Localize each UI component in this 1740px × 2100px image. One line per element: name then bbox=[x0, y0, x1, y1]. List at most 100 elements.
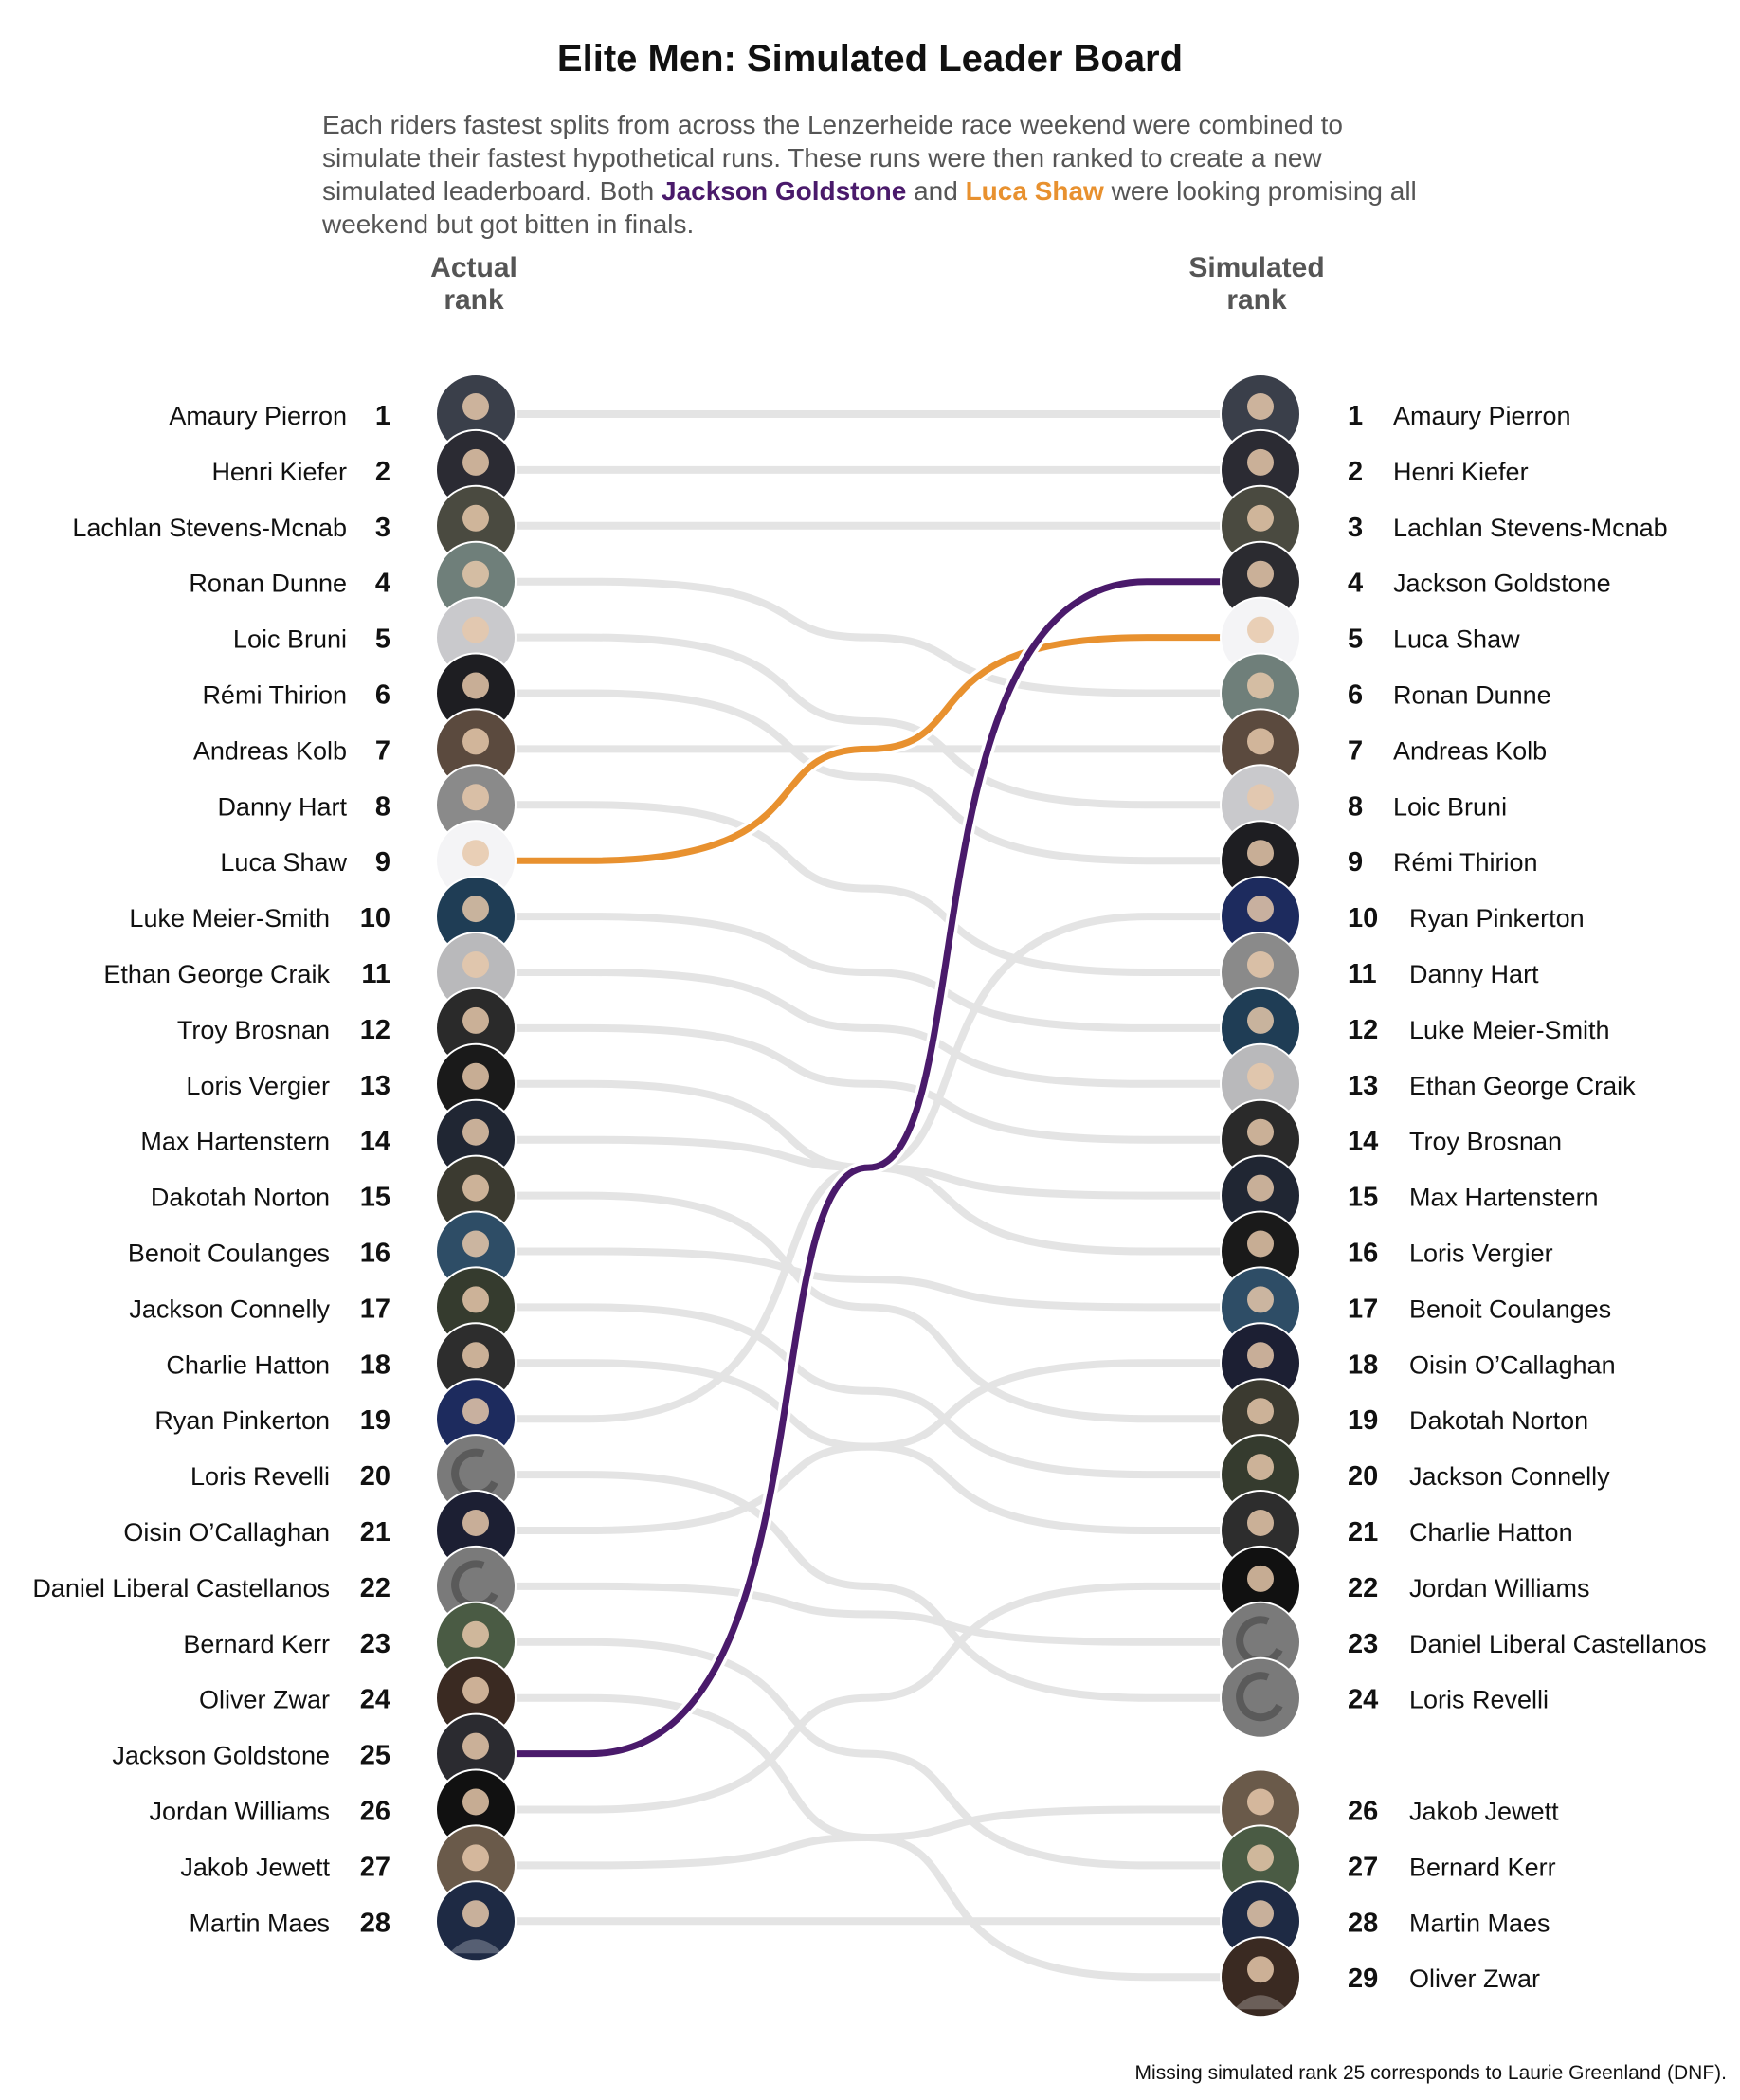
right-name-ronan-dunne: Ronan Dunne bbox=[1393, 681, 1551, 710]
left-name-max-hartenstern: Max Hartenstern bbox=[140, 1128, 330, 1156]
avatar-circle bbox=[1220, 1656, 1301, 1739]
subtitle-text-2: and bbox=[906, 176, 966, 206]
avatar-face-icon bbox=[1247, 1174, 1274, 1202]
left-rank-9: 9 bbox=[375, 847, 390, 878]
left-name-martin-maes: Martin Maes bbox=[189, 1909, 330, 1937]
connector-jackson-connelly bbox=[472, 1303, 1264, 1479]
right-rank-19: 19 bbox=[1348, 1405, 1378, 1436]
connector-luca-shaw bbox=[472, 634, 1264, 864]
left-rank-27: 27 bbox=[360, 1852, 390, 1882]
right-avatar-loris-revelli bbox=[1220, 1656, 1301, 1739]
avatar-face-icon bbox=[462, 1732, 489, 1760]
right-name-luke-meier-smith: Luke Meier-Smith bbox=[1409, 1016, 1610, 1044]
left-name-jordan-williams: Jordan Williams bbox=[149, 1798, 330, 1826]
avatar-face-icon bbox=[1247, 1006, 1274, 1034]
left-name-jackson-connelly: Jackson Connelly bbox=[129, 1294, 330, 1323]
left-name-troy-brosnan: Troy Brosnan bbox=[177, 1016, 330, 1044]
avatar-face-icon bbox=[462, 728, 489, 755]
right-rank-23: 23 bbox=[1348, 1629, 1378, 1659]
avatar-face-icon bbox=[1247, 784, 1274, 811]
right-rank-9: 9 bbox=[1348, 847, 1363, 878]
left-name-lachlan-stevens-mcnab: Lachlan Stevens-Mcnab bbox=[72, 514, 347, 542]
left-rank-2: 2 bbox=[375, 457, 390, 487]
right-rank-27: 27 bbox=[1348, 1852, 1378, 1882]
right-name-loris-vergier: Loris Vergier bbox=[1409, 1240, 1553, 1268]
right-name-andreas-kolb: Andreas Kolb bbox=[1393, 736, 1547, 765]
rider-labels: 1 Amaury Pierron 2 Henri Kiefer 3 Lachlan Ste… bbox=[32, 401, 1706, 1994]
left-rank-21: 21 bbox=[360, 1517, 390, 1548]
chart-title: Elite Men: Simulated Leader Board bbox=[556, 38, 1184, 80]
avatar-face-icon bbox=[462, 1118, 489, 1146]
left-rank-19: 19 bbox=[360, 1405, 390, 1436]
right-rank-4: 4 bbox=[1348, 569, 1363, 599]
left-name-loris-vergier: Loris Vergier bbox=[186, 1072, 330, 1100]
right-avatar-daniel-liberal-castellanos bbox=[1220, 1601, 1301, 1683]
avatar-face-icon bbox=[1247, 1062, 1274, 1090]
connector-jordan-williams bbox=[472, 1582, 1264, 1814]
actual-rank-header: Actual rank bbox=[360, 252, 588, 317]
avatar-face-icon bbox=[1247, 896, 1274, 923]
avatar-face-icon bbox=[462, 1230, 489, 1258]
avatar-face-icon bbox=[1247, 393, 1274, 420]
simulated-rank-header-line1: Simulated bbox=[1188, 252, 1325, 283]
right-name-oisin-o-callaghan: Oisin O’Callaghan bbox=[1409, 1350, 1616, 1379]
simulated-rank-header: Simulated rank bbox=[1143, 252, 1370, 317]
right-name-loris-revelli: Loris Revelli bbox=[1409, 1686, 1549, 1714]
right-name-remi-thirion: Rémi Thirion bbox=[1393, 848, 1538, 877]
avatar-face-icon bbox=[462, 560, 489, 588]
left-avatar-remi-thirion bbox=[435, 652, 517, 734]
simulated-rank-header-line2: rank bbox=[1226, 284, 1287, 316]
left-rank-11: 11 bbox=[361, 959, 390, 989]
connector-dakotah-norton bbox=[472, 1191, 1264, 1423]
connector-jackson-goldstone bbox=[472, 578, 1264, 1758]
left-name-jackson-goldstone: Jackson Goldstone bbox=[112, 1742, 330, 1770]
avatar-face-icon bbox=[462, 1788, 489, 1816]
left-rank-23: 23 bbox=[360, 1629, 390, 1659]
left-rank-3: 3 bbox=[375, 513, 390, 543]
left-rank-18: 18 bbox=[360, 1349, 390, 1380]
avatar-face-icon bbox=[1247, 616, 1274, 643]
avatar-face-icon bbox=[1247, 448, 1274, 476]
right-rank-22: 22 bbox=[1348, 1573, 1378, 1603]
avatar-face-icon bbox=[462, 840, 489, 867]
right-name-lachlan-stevens-mcnab: Lachlan Stevens-Mcnab bbox=[1393, 514, 1668, 542]
left-avatar-martin-maes bbox=[435, 1880, 517, 1963]
left-name-andreas-kolb: Andreas Kolb bbox=[193, 736, 347, 765]
right-name-jordan-williams: Jordan Williams bbox=[1409, 1574, 1590, 1602]
right-name-luca-shaw: Luca Shaw bbox=[1393, 625, 1520, 654]
left-rank-26: 26 bbox=[360, 1797, 390, 1827]
avatar-face-icon bbox=[1247, 1454, 1274, 1481]
right-name-loic-bruni: Loic Bruni bbox=[1393, 792, 1507, 821]
avatar-face-icon bbox=[462, 1620, 489, 1648]
avatar-face-icon bbox=[462, 1342, 489, 1369]
left-name-luke-meier-smith: Luke Meier-Smith bbox=[129, 904, 330, 932]
left-rank-10: 10 bbox=[360, 903, 390, 933]
avatar-face-icon bbox=[1247, 1118, 1274, 1146]
left-rank-13: 13 bbox=[360, 1071, 390, 1101]
right-name-bernard-kerr: Bernard Kerr bbox=[1409, 1853, 1556, 1881]
avatar-face-icon bbox=[462, 896, 489, 923]
right-rank-28: 28 bbox=[1348, 1908, 1378, 1938]
left-name-bernard-kerr: Bernard Kerr bbox=[183, 1630, 330, 1658]
avatar-face-icon bbox=[462, 504, 489, 532]
left-avatar-loris-vergier bbox=[435, 1042, 517, 1125]
left-name-ethan-george-craik: Ethan George Craik bbox=[103, 960, 330, 988]
avatar-face-icon bbox=[1247, 1844, 1274, 1872]
avatar-face-icon bbox=[1247, 1286, 1274, 1313]
avatar-face-icon bbox=[1247, 560, 1274, 588]
left-rank-1: 1 bbox=[375, 401, 390, 431]
connector-loic-bruni bbox=[472, 633, 1264, 809]
right-rank-20: 20 bbox=[1348, 1461, 1378, 1492]
right-rank-15: 15 bbox=[1348, 1183, 1378, 1213]
avatar-face-icon bbox=[462, 1006, 489, 1034]
right-name-jackson-goldstone: Jackson Goldstone bbox=[1393, 570, 1611, 598]
connector-lines bbox=[472, 409, 1264, 1982]
right-name-jakob-jewett: Jakob Jewett bbox=[1409, 1798, 1559, 1826]
left-name-benoit-coulanges: Benoit Coulanges bbox=[128, 1240, 330, 1268]
right-rank-26: 26 bbox=[1348, 1797, 1378, 1827]
avatar-face-icon bbox=[1247, 728, 1274, 755]
right-rank-10: 10 bbox=[1348, 903, 1378, 933]
left-rank-28: 28 bbox=[360, 1908, 390, 1938]
left-rank-4: 4 bbox=[375, 569, 390, 599]
